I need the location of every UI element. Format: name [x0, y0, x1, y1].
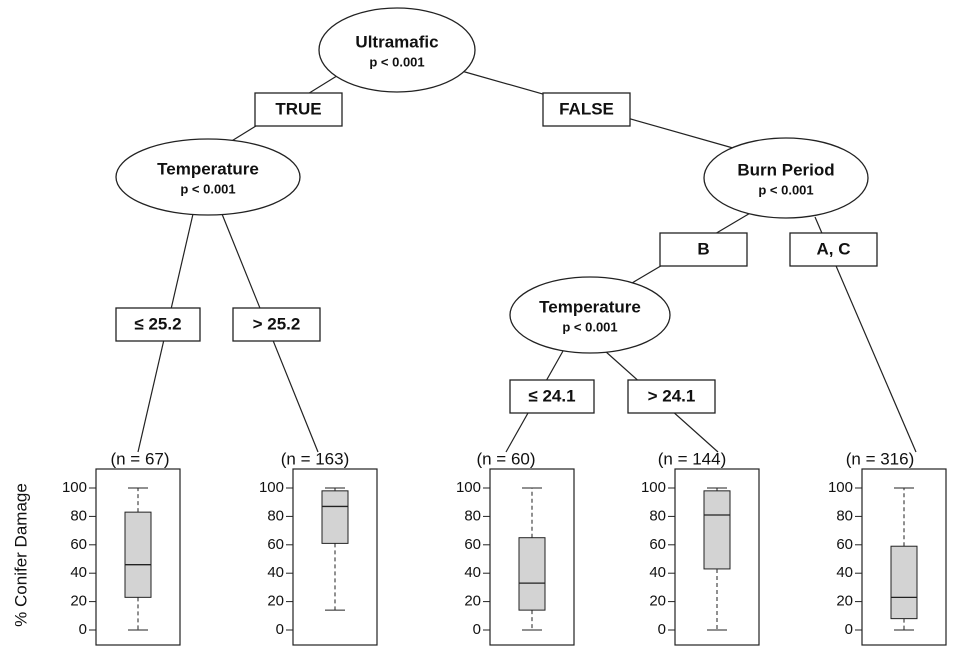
node-label: Burn Period: [737, 160, 834, 179]
y-tick-label: 60: [836, 536, 853, 553]
y-tick-label: 0: [845, 621, 853, 638]
edge-label-box: [254, 92, 343, 127]
y-tick-label: 100: [641, 479, 666, 496]
y-tick-label: 20: [649, 593, 666, 610]
edge-label-box: [789, 232, 878, 267]
split-node: [509, 276, 671, 354]
y-tick-label: 20: [836, 593, 853, 610]
node-p-value: p < 0.001: [369, 54, 424, 69]
y-tick-label: 0: [276, 621, 284, 638]
y-tick-label: 60: [267, 536, 284, 553]
y-tick-label: 80: [464, 507, 481, 524]
y-tick-label: 100: [259, 479, 284, 496]
split-node: [703, 137, 869, 219]
edge-label: ≤ 24.1: [528, 386, 575, 405]
node-p-value: p < 0.001: [180, 181, 235, 196]
box: [124, 511, 152, 598]
edge-label: > 25.2: [253, 314, 301, 333]
edge-label-box: [659, 232, 748, 267]
y-tick-label: 100: [62, 479, 87, 496]
y-tick-label: 0: [79, 621, 87, 638]
node-p-value: p < 0.001: [758, 182, 813, 197]
node-label: Temperature: [157, 159, 259, 178]
y-tick-label: 0: [658, 621, 666, 638]
y-tick-label: 40: [70, 564, 87, 581]
edge-label-box: [627, 379, 716, 414]
leaf-count: (n = 67): [110, 449, 169, 468]
box: [703, 490, 731, 570]
leaf-count: (n = 316): [846, 449, 915, 468]
node-label: Temperature: [539, 297, 641, 316]
edge-label: FALSE: [559, 99, 614, 118]
y-tick-label: 80: [649, 507, 666, 524]
y-tick-label: 20: [70, 593, 87, 610]
edge-label: ≤ 25.2: [134, 314, 181, 333]
leaf-count: (n = 60): [476, 449, 535, 468]
y-tick-label: 40: [836, 564, 853, 581]
y-tick-label: 40: [267, 564, 284, 581]
edge-label-box: [509, 379, 595, 414]
box: [890, 545, 918, 620]
y-tick-label: 0: [473, 621, 481, 638]
y-tick-label: 20: [464, 593, 481, 610]
node-label: Ultramafic: [355, 32, 438, 51]
edge-label: A, C: [817, 239, 851, 258]
leaf-count: (n = 163): [281, 449, 350, 468]
y-tick-label: 40: [649, 564, 666, 581]
y-tick-label: 60: [464, 536, 481, 553]
node-p-value: p < 0.001: [562, 319, 617, 334]
edge-label: TRUE: [275, 99, 321, 118]
y-tick-label: 60: [649, 536, 666, 553]
y-tick-label: 20: [267, 593, 284, 610]
y-tick-label: 80: [267, 507, 284, 524]
edge-label: > 24.1: [648, 386, 696, 405]
y-axis-label: % Conifer Damage: [11, 483, 30, 627]
y-tick-label: 60: [70, 536, 87, 553]
edge-label: B: [697, 239, 709, 258]
y-tick-label: 100: [828, 479, 853, 496]
edge-label-box: [115, 307, 201, 342]
y-tick-label: 80: [836, 507, 853, 524]
leaf-count: (n = 144): [658, 449, 727, 468]
edge-label-box: [542, 92, 631, 127]
y-tick-label: 40: [464, 564, 481, 581]
edge-label-box: [232, 307, 321, 342]
box: [321, 490, 349, 544]
split-node: [318, 7, 476, 93]
y-tick-label: 80: [70, 507, 87, 524]
split-node: [115, 138, 301, 216]
y-tick-label: 100: [456, 479, 481, 496]
box: [518, 537, 546, 611]
